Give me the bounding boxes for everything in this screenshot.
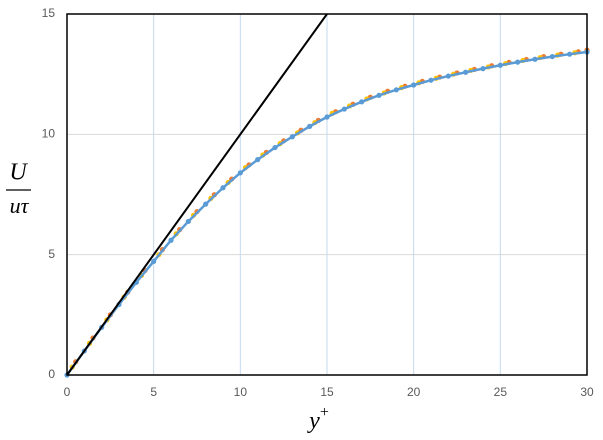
x-label-sup: + xyxy=(320,404,329,421)
data-point xyxy=(289,134,295,140)
data-point xyxy=(307,123,313,129)
x-label-base: y xyxy=(307,408,320,434)
data-point xyxy=(324,114,330,120)
data-point xyxy=(185,218,191,225)
y-tick-label: 15 xyxy=(42,6,56,20)
data-point xyxy=(515,59,521,65)
x-tick-label: 10 xyxy=(234,385,248,399)
x-tick-label: 25 xyxy=(494,385,508,399)
data-point xyxy=(255,157,261,163)
data-point xyxy=(445,73,451,79)
data-point xyxy=(341,106,347,112)
x-label: y+ xyxy=(307,404,329,434)
y-label-denominator: uτ xyxy=(10,193,30,218)
x-tick-label: 15 xyxy=(320,385,334,399)
data-point xyxy=(463,69,469,75)
plot-frame xyxy=(66,13,588,376)
data-point xyxy=(567,51,573,57)
y-tick-label: 0 xyxy=(48,367,55,381)
data-point xyxy=(532,56,538,62)
data-point xyxy=(428,77,434,83)
x-tick-label: 5 xyxy=(150,385,157,399)
data-point xyxy=(549,53,555,60)
data-point xyxy=(411,82,417,88)
data-point xyxy=(220,185,226,191)
data-point xyxy=(393,87,399,93)
y-tick-label: 10 xyxy=(42,127,56,141)
data-point xyxy=(151,258,157,265)
x-tick-label: 20 xyxy=(407,385,421,399)
data-point xyxy=(168,237,174,243)
y-tick-label: 5 xyxy=(48,247,55,261)
data-point xyxy=(497,62,503,68)
data-point xyxy=(359,99,365,105)
data-point xyxy=(480,66,486,72)
data-point xyxy=(272,144,278,151)
data-point xyxy=(203,201,209,207)
x-tick-label: 0 xyxy=(64,385,71,399)
series-line xyxy=(67,14,328,375)
data-point xyxy=(376,92,382,98)
data-point xyxy=(237,170,243,176)
x-tick-label: 30 xyxy=(580,385,594,399)
y-label-numerator: U xyxy=(9,160,28,186)
